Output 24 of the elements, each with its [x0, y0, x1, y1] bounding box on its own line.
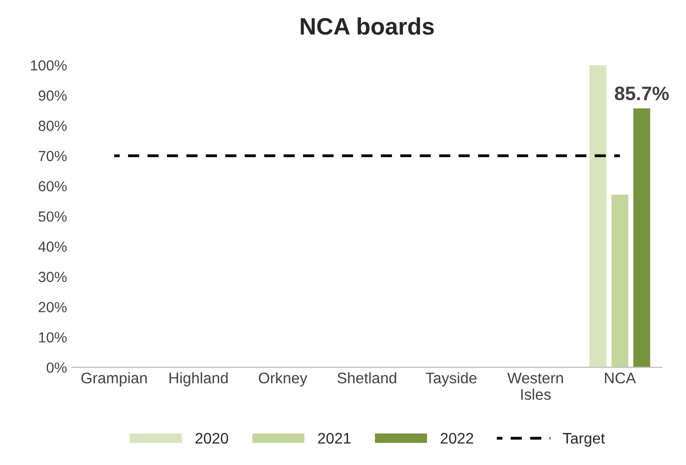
x-tick-label: Shetland — [338, 372, 396, 384]
legend-label: 2020 — [196, 432, 228, 444]
y-tick-label: 70% — [38, 150, 67, 162]
x-tick-label: Tayside — [426, 372, 477, 386]
x-tick-label: Highland — [170, 372, 228, 386]
y-tick-label: 10% — [39, 332, 67, 343]
y-tick-label: 50% — [38, 211, 67, 222]
x-tick-label: Western Isles — [507, 372, 563, 400]
x-tick-label: Orkney — [258, 372, 308, 386]
chart-title: NCA boards — [300, 17, 434, 35]
x-tick-label: Grampian — [81, 372, 147, 386]
legend-label: 2021 — [318, 432, 351, 444]
y-tick-label: 30% — [38, 272, 67, 282]
legend-label: 2022 — [440, 432, 474, 444]
y-tick-label: 60% — [38, 181, 67, 192]
y-tick-label: 100% — [30, 60, 67, 71]
y-tick-label: 40% — [38, 242, 67, 252]
legend-label: Target — [562, 433, 605, 447]
y-tick-label: 20% — [38, 302, 67, 312]
x-tick-label: NCA — [604, 372, 636, 384]
data-label: 85.7% — [614, 86, 669, 100]
y-tick-label: 80% — [38, 120, 67, 131]
y-tick-label: 90% — [38, 90, 67, 101]
y-tick-label: 0% — [46, 362, 67, 373]
